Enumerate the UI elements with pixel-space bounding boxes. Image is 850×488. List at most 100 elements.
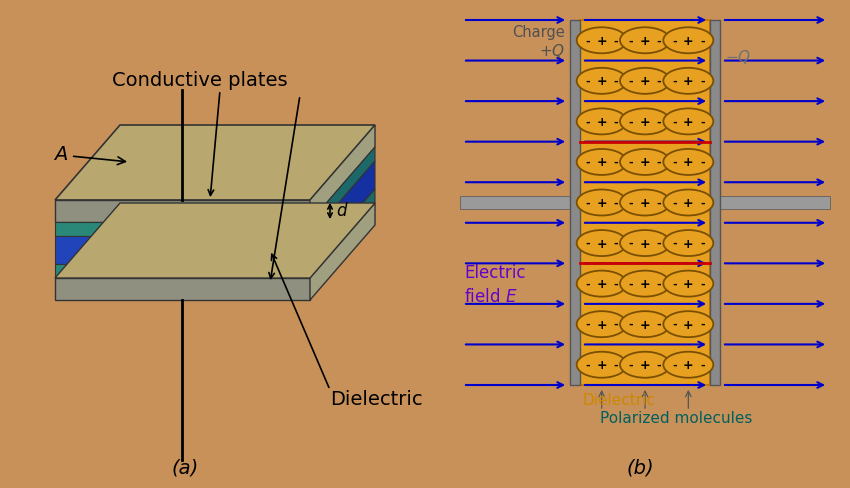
Ellipse shape — [576, 68, 626, 94]
Polygon shape — [310, 147, 375, 236]
Text: -: - — [672, 361, 677, 371]
Polygon shape — [55, 264, 310, 278]
Bar — [580, 20, 710, 385]
Polygon shape — [310, 125, 375, 222]
Text: -: - — [629, 280, 633, 289]
Ellipse shape — [576, 311, 626, 337]
Text: -: - — [614, 36, 618, 46]
Text: -: - — [657, 36, 661, 46]
Text: -: - — [657, 77, 661, 87]
Polygon shape — [55, 200, 310, 222]
Text: -: - — [586, 77, 590, 87]
Ellipse shape — [620, 108, 670, 134]
Text: -: - — [672, 280, 677, 289]
Text: (b): (b) — [626, 458, 654, 477]
Text: $+Q$: $+Q$ — [539, 42, 565, 60]
Text: -: - — [586, 199, 590, 208]
Ellipse shape — [620, 352, 670, 378]
Text: -: - — [672, 118, 677, 127]
Ellipse shape — [620, 68, 670, 94]
Text: -: - — [657, 280, 661, 289]
Text: +: + — [640, 238, 650, 250]
Text: -: - — [657, 320, 661, 330]
Text: Dielectric: Dielectric — [330, 390, 422, 409]
Text: +: + — [683, 319, 694, 332]
Text: -: - — [700, 239, 705, 249]
Text: -: - — [672, 320, 677, 330]
Text: -: - — [614, 77, 618, 87]
Text: +: + — [597, 319, 607, 332]
Text: -: - — [672, 158, 677, 168]
Bar — [570, 20, 580, 385]
Text: +: + — [597, 238, 607, 250]
Text: -: - — [700, 118, 705, 127]
Ellipse shape — [576, 271, 626, 297]
Text: -: - — [629, 320, 633, 330]
Text: +: + — [683, 238, 694, 250]
Ellipse shape — [663, 189, 713, 216]
Ellipse shape — [576, 27, 626, 53]
Text: -: - — [614, 280, 618, 289]
Text: -: - — [700, 199, 705, 208]
Text: +: + — [640, 359, 650, 372]
Text: -: - — [700, 36, 705, 46]
Text: +: + — [597, 116, 607, 129]
Text: $-Q$: $-Q$ — [725, 48, 751, 66]
Text: -: - — [700, 158, 705, 168]
Polygon shape — [55, 203, 375, 278]
Text: -: - — [672, 239, 677, 249]
Text: Electric
field $E$: Electric field $E$ — [464, 264, 525, 306]
Ellipse shape — [576, 352, 626, 378]
Text: +: + — [597, 278, 607, 291]
Bar — [710, 20, 720, 385]
Ellipse shape — [620, 27, 670, 53]
Text: +: + — [683, 75, 694, 88]
Text: $A$: $A$ — [53, 145, 126, 164]
Ellipse shape — [663, 149, 713, 175]
Text: Polarized molecules: Polarized molecules — [600, 411, 752, 426]
Text: Conductive plates: Conductive plates — [112, 70, 288, 89]
Text: -: - — [700, 361, 705, 371]
Text: -: - — [614, 118, 618, 127]
Text: +: + — [640, 75, 650, 88]
Text: Charge: Charge — [513, 25, 565, 40]
Text: +: + — [640, 157, 650, 169]
Text: Dielectric: Dielectric — [583, 393, 656, 408]
Text: -: - — [657, 239, 661, 249]
Text: -: - — [629, 158, 633, 168]
Polygon shape — [55, 278, 310, 300]
Text: -: - — [614, 320, 618, 330]
Text: -: - — [629, 199, 633, 208]
Text: -: - — [629, 239, 633, 249]
Text: -: - — [657, 361, 661, 371]
Text: -: - — [672, 77, 677, 87]
Ellipse shape — [663, 311, 713, 337]
Text: +: + — [683, 278, 694, 291]
Text: +: + — [683, 35, 694, 48]
Text: +: + — [640, 116, 650, 129]
Text: +: + — [640, 278, 650, 291]
Text: +: + — [640, 35, 650, 48]
Text: -: - — [672, 199, 677, 208]
Text: -: - — [586, 158, 590, 168]
Ellipse shape — [663, 68, 713, 94]
Text: +: + — [597, 75, 607, 88]
Text: -: - — [657, 158, 661, 168]
Text: -: - — [614, 158, 618, 168]
Text: +: + — [597, 35, 607, 48]
Ellipse shape — [663, 352, 713, 378]
Text: -: - — [614, 239, 618, 249]
Ellipse shape — [620, 189, 670, 216]
Text: -: - — [629, 118, 633, 127]
Text: +: + — [683, 359, 694, 372]
Text: -: - — [614, 361, 618, 371]
Ellipse shape — [620, 271, 670, 297]
Text: -: - — [700, 280, 705, 289]
Polygon shape — [55, 236, 310, 264]
Ellipse shape — [576, 108, 626, 134]
Text: -: - — [614, 199, 618, 208]
Text: +: + — [683, 157, 694, 169]
Text: -: - — [586, 320, 590, 330]
Ellipse shape — [663, 230, 713, 256]
Ellipse shape — [576, 189, 626, 216]
